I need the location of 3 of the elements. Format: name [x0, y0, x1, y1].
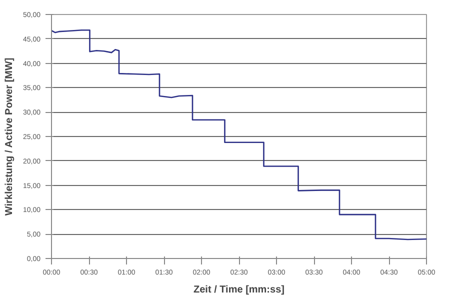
y-axis-title: Wirkleistung / Active Power [MW] — [4, 58, 15, 216]
line-series — [52, 29, 426, 240]
x-axis-title: Zeit / Time [mm:ss] — [194, 284, 284, 296]
